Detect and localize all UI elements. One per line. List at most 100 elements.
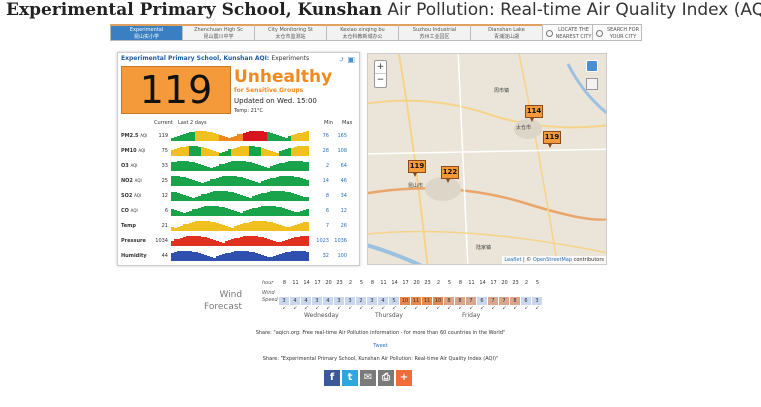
fullscreen-icon[interactable]: [586, 78, 598, 90]
map-marker[interactable]: 119: [543, 131, 561, 148]
pollutant-row[interactable]: SO2 AQI 12 8 34: [121, 189, 358, 202]
pollutant-row[interactable]: PM2.5 AQI 119 76 165: [121, 129, 358, 142]
sparkline-bar: [252, 131, 255, 141]
sparkline-bar: [237, 161, 240, 171]
sparkline-bar: [174, 137, 177, 141]
page-title: Experimental Primary School, Kunshan Air…: [0, 0, 761, 26]
sparkline-bar: [225, 176, 228, 186]
wind-speed: 4: [290, 297, 301, 305]
sparkline-bar: [303, 132, 306, 141]
layers-icon[interactable]: [586, 60, 598, 72]
sparkline-bar: [180, 161, 183, 171]
pollutant-name: PM2.5 AQI: [121, 133, 151, 139]
sparkline-bar: [252, 163, 255, 171]
leaflet-link[interactable]: Leaflet: [504, 257, 522, 263]
pollutant-max: 46: [340, 177, 347, 184]
sparkline-bar: [267, 239, 270, 246]
sparkline-bar: [288, 252, 291, 261]
wind-speed: 8: [444, 297, 455, 305]
sparkline-bar: [177, 193, 180, 201]
pollutant-row[interactable]: Pressure 1034 1023 1036: [121, 234, 358, 247]
sparkline-bar: [273, 152, 276, 156]
pollutant-row[interactable]: PM10 AQI 75 28 108: [121, 144, 358, 157]
wind-hour: 11: [468, 280, 475, 286]
sparkline-bar: [282, 226, 285, 231]
pollutant-current: 75: [161, 147, 168, 154]
sparkline-bar: [258, 254, 261, 261]
head-max: Max: [342, 120, 353, 126]
sparkline-bar: [231, 137, 234, 141]
sparkline-bar: [246, 210, 249, 216]
station-map[interactable]: + − 114 119 119 122 太仓市 昆山市 周市镇 陆家镇 Leaf…: [367, 53, 607, 265]
sparkline-bar: [228, 138, 231, 141]
sparkline-bar: [171, 192, 174, 201]
sparkline-bar: [294, 134, 297, 141]
pollutant-label: Temp: [121, 222, 136, 229]
locate-nearest-button[interactable]: LOCATE THE NEAREST CITY: [542, 24, 592, 41]
print-icon[interactable]: ⎙: [378, 370, 394, 386]
sparkline-bar: [285, 252, 288, 261]
layers-icon[interactable]: ▣: [347, 55, 355, 64]
sparkline-bar: [213, 206, 216, 216]
current-temp: Temp: 21°C: [234, 108, 263, 114]
nav-tab-dianshan[interactable]: Dianshan Lake 青浦淀山湖: [470, 24, 542, 41]
nav-tab-experimental[interactable]: Experimental 昆山实小学: [110, 24, 182, 41]
sparkline-bar: [252, 252, 255, 261]
nav-tab-city-monitoring[interactable]: City Monitoring St 太仓市监测站: [254, 24, 326, 41]
sparkline-bar: [228, 209, 231, 216]
wind-speed: 7: [499, 297, 510, 305]
sparkline-bar: [258, 131, 261, 141]
sparkline-bar: [231, 239, 234, 246]
map-city-label: 太仓市: [516, 125, 532, 131]
nav-tab-label: Experimental: [129, 27, 164, 33]
pollutant-row[interactable]: NO2 AQI 25 14 46: [121, 174, 358, 187]
wind-direction-icon: ↙: [535, 305, 540, 311]
card-title: Experimental Primary School, Kunshan AQI…: [121, 55, 309, 62]
locate-icon: [546, 30, 553, 37]
sparkline-bar: [261, 255, 264, 261]
sparkline-bar: [183, 237, 186, 246]
sparkline-bar: [171, 253, 174, 261]
nav-tab-kexiao[interactable]: Kexiao xinqing bu 太仓科教新城办公: [326, 24, 398, 41]
pollutant-row[interactable]: CO AQI 6 6 12: [121, 204, 358, 217]
share-icon[interactable]: ⤴: [338, 55, 345, 64]
email-icon[interactable]: ✉: [360, 370, 376, 386]
sparkline-bar: [291, 176, 294, 186]
sparkline-bar: [189, 162, 192, 171]
wind-speed: 8: [510, 297, 521, 305]
map-marker[interactable]: 114: [525, 105, 543, 122]
tweet-link[interactable]: Tweet: [373, 343, 388, 349]
pollutant-row[interactable]: Temp 21 7 26: [121, 219, 358, 232]
map-marker[interactable]: 122: [441, 166, 459, 183]
sparkline-bar: [234, 161, 237, 171]
sparkline-bar: [285, 209, 288, 216]
sparkline-bar: [300, 161, 303, 171]
sparkline-bar: [285, 192, 288, 201]
facebook-icon[interactable]: f: [324, 370, 340, 386]
sparkline-bar: [291, 226, 294, 231]
twitter-icon[interactable]: t: [342, 370, 358, 386]
wind-hour: 23: [512, 280, 519, 286]
nav-tab-zhenchuan[interactable]: Zhenchuan High Sc 昆山震川中学: [182, 24, 254, 41]
pollutant-unit: AQI: [138, 147, 146, 153]
pollutant-row[interactable]: Humidity 44 32 100: [121, 249, 358, 262]
wind-arrow-row: ↙ ↙ ↙ ↙ ↙ ↙ ↙ ↙ ↙ ↙ ↙ ↙ ↙ ↙ ↙ ↙ ↙ ↙ ↙ ↙ ↙ ↙ ↙ ↙: [262, 305, 543, 311]
wind-direction-icon: ↙: [326, 305, 331, 311]
sparkline-bar: [297, 146, 300, 156]
zoom-out-button[interactable]: −: [376, 75, 385, 85]
nav-tab-suzhou[interactable]: Suzhou Industrial 苏州工业园区: [398, 24, 470, 41]
pollutant-row[interactable]: O3 AQI 33 2 64: [121, 159, 358, 172]
search-city-button[interactable]: SEARCH FOR YOUR CITY: [592, 24, 642, 41]
map-marker[interactable]: 119: [408, 160, 426, 177]
sparkline-bar: [228, 192, 231, 201]
sparkline-bar: [303, 197, 306, 201]
hour-label: hour: [262, 280, 274, 286]
addthis-icon[interactable]: +: [396, 370, 412, 386]
sparkline-bar: [303, 236, 306, 246]
osm-link[interactable]: OpenStreetMap: [532, 257, 572, 263]
sparkline-bar: [219, 164, 222, 171]
sparkline-bar: [189, 251, 192, 261]
zoom-in-button[interactable]: +: [375, 62, 386, 74]
wind-speed: 4: [323, 297, 334, 305]
sparkline-bar: [219, 224, 222, 231]
